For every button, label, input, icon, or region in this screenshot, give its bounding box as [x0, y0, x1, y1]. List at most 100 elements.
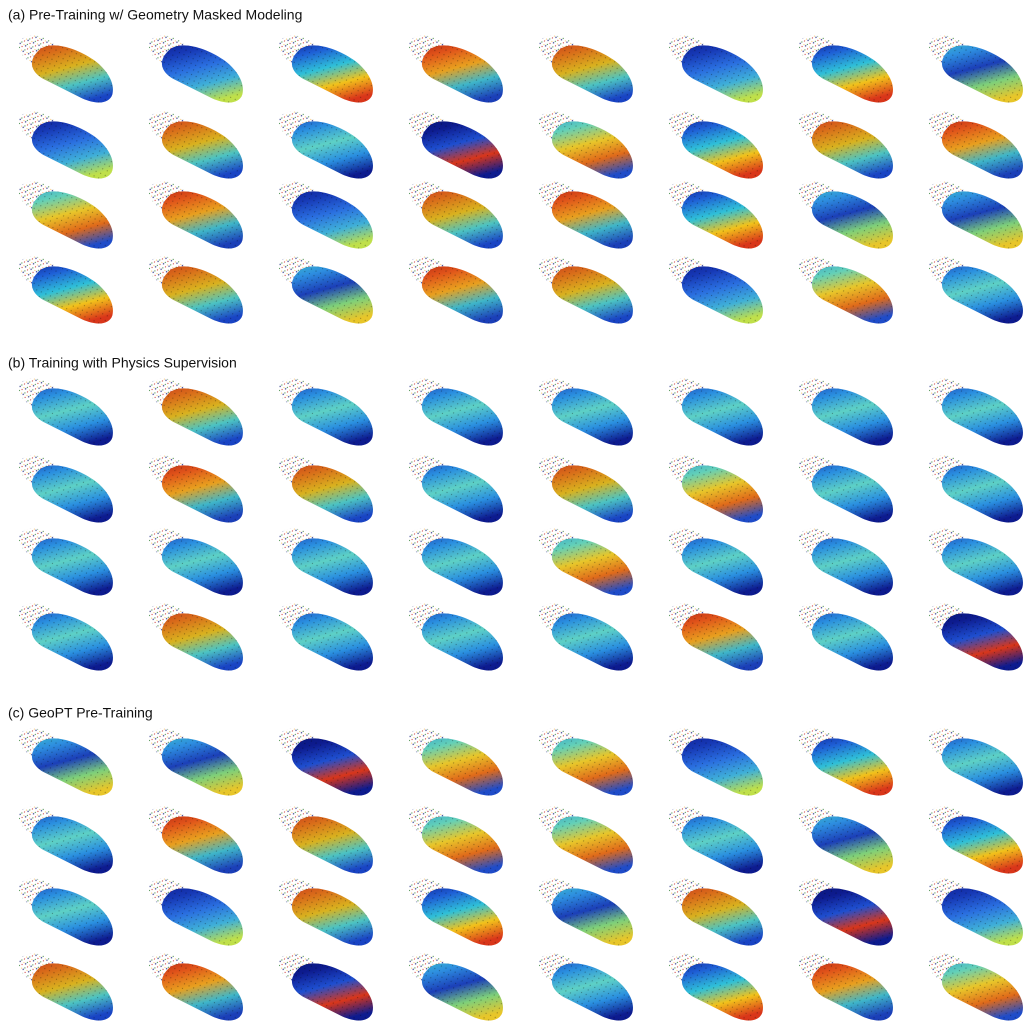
car-render	[919, 596, 1033, 677]
car-render	[529, 521, 643, 602]
car-render	[139, 448, 253, 529]
car-render	[659, 28, 773, 109]
car-render	[529, 721, 643, 802]
car-render	[139, 521, 253, 602]
car-render	[919, 871, 1033, 952]
car-render	[659, 371, 773, 452]
car-render	[269, 28, 383, 109]
car-render	[919, 28, 1033, 109]
car-render	[659, 596, 773, 677]
car-render	[529, 871, 643, 952]
car-render	[789, 946, 903, 1027]
car-render	[269, 799, 383, 880]
car-render	[269, 721, 383, 802]
car-render	[659, 799, 773, 880]
car-render	[399, 28, 513, 109]
panel-title: (b) Training with Physics Supervision	[8, 355, 237, 371]
car-render	[269, 104, 383, 185]
car-render	[789, 799, 903, 880]
car-render	[9, 249, 123, 330]
car-render	[269, 946, 383, 1027]
car-render	[139, 371, 253, 452]
car-render	[529, 596, 643, 677]
car-render	[399, 448, 513, 529]
car-render	[659, 721, 773, 802]
car-render	[9, 28, 123, 109]
car-render	[139, 871, 253, 952]
car-render	[529, 104, 643, 185]
car-render	[399, 596, 513, 677]
car-render	[269, 174, 383, 255]
car-render	[919, 521, 1033, 602]
car-render	[789, 521, 903, 602]
car-render	[269, 448, 383, 529]
car-render	[9, 871, 123, 952]
car-render	[789, 721, 903, 802]
car-render	[269, 521, 383, 602]
car-render	[399, 799, 513, 880]
car-render	[789, 249, 903, 330]
car-render	[399, 174, 513, 255]
car-render	[529, 448, 643, 529]
car-render	[659, 871, 773, 952]
car-render	[9, 371, 123, 452]
car-render	[659, 946, 773, 1027]
panel-title: (a) Pre-Training w/ Geometry Masked Mode…	[8, 7, 302, 23]
car-render	[919, 721, 1033, 802]
car-render	[659, 174, 773, 255]
car-render	[659, 104, 773, 185]
car-render	[789, 371, 903, 452]
car-render	[659, 448, 773, 529]
car-render	[9, 721, 123, 802]
car-render	[919, 799, 1033, 880]
car-render	[529, 249, 643, 330]
car-render	[269, 871, 383, 952]
car-grid	[9, 28, 1033, 1027]
car-render	[399, 721, 513, 802]
panel-title: (c) GeoPT Pre-Training	[8, 705, 153, 721]
page: {"panels": [ {"title": "(a) Pre-Training…	[0, 0, 1033, 1030]
car-render	[529, 28, 643, 109]
car-render	[9, 521, 123, 602]
car-render	[789, 871, 903, 952]
car-render	[399, 871, 513, 952]
car-render	[399, 521, 513, 602]
car-render	[529, 946, 643, 1027]
car-render	[9, 448, 123, 529]
car-render	[139, 174, 253, 255]
car-render	[269, 249, 383, 330]
car-render	[919, 104, 1033, 185]
car-render	[139, 596, 253, 677]
car-render	[789, 104, 903, 185]
car-render	[789, 596, 903, 677]
car-render	[529, 371, 643, 452]
car-render	[529, 174, 643, 255]
car-render	[139, 104, 253, 185]
car-render	[789, 174, 903, 255]
car-render	[139, 946, 253, 1027]
car-render	[789, 28, 903, 109]
car-render	[919, 174, 1033, 255]
car-render	[659, 521, 773, 602]
car-render	[269, 596, 383, 677]
car-render	[529, 799, 643, 880]
car-render	[139, 721, 253, 802]
car-render	[399, 946, 513, 1027]
car-render	[9, 596, 123, 677]
car-render	[659, 249, 773, 330]
figure: (a) Pre-Training w/ Geometry Masked Mode…	[0, 0, 1033, 1030]
car-render	[269, 371, 383, 452]
car-render	[399, 104, 513, 185]
car-render	[919, 448, 1033, 529]
car-render	[919, 946, 1033, 1027]
car-render	[9, 799, 123, 880]
car-render	[139, 249, 253, 330]
car-render	[139, 28, 253, 109]
car-render	[399, 371, 513, 452]
car-render	[9, 946, 123, 1027]
car-render	[9, 174, 123, 255]
car-render	[919, 371, 1033, 452]
car-render	[9, 104, 123, 185]
car-render	[919, 249, 1033, 330]
car-render	[139, 799, 253, 880]
